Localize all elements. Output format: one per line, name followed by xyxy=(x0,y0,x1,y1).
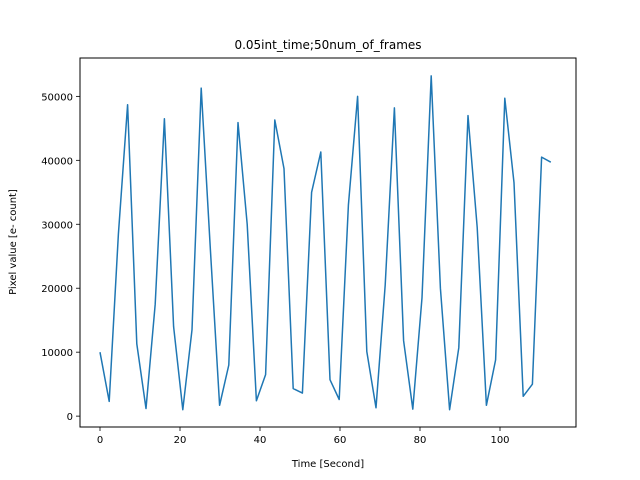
x-tick-label: 40 xyxy=(254,435,267,446)
x-axis-ticks: 0 20 40 60 80 100 xyxy=(97,427,510,446)
chart-title: 0.05int_time;50num_of_frames xyxy=(234,38,421,52)
plot-frame xyxy=(79,57,577,428)
y-tick-label: 10000 xyxy=(41,348,73,359)
x-tick-label: 20 xyxy=(174,435,187,446)
y-tick-label: 0 xyxy=(67,412,73,423)
x-axis-label: Time [Second] xyxy=(291,459,364,470)
y-tick-label: 20000 xyxy=(41,284,73,295)
y-tick-label: 50000 xyxy=(41,92,73,103)
y-axis-ticks: 0 10000 20000 30000 40000 50000 xyxy=(41,92,80,423)
y-axis-label: Pixel value [e- count] xyxy=(8,189,19,295)
x-tick-label: 80 xyxy=(414,435,427,446)
y-tick-label: 40000 xyxy=(41,156,73,167)
x-tick-label: 100 xyxy=(490,435,509,446)
series-line-1 xyxy=(99,75,552,411)
x-tick-label: 0 xyxy=(97,435,103,446)
x-tick-label: 60 xyxy=(334,435,347,446)
plot-area xyxy=(99,75,552,411)
y-tick-label: 30000 xyxy=(41,220,73,231)
